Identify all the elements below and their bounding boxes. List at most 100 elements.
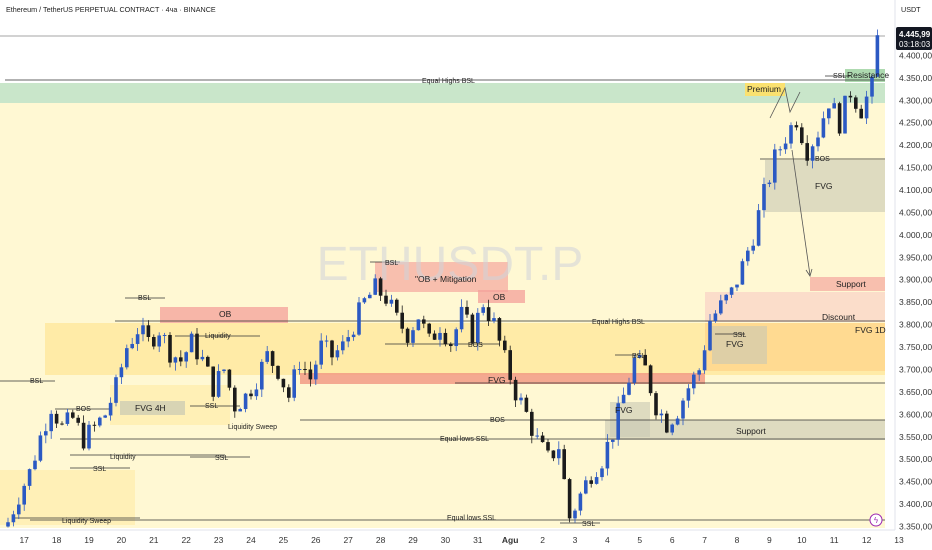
- time-tick-label: 30: [441, 535, 451, 545]
- bull-candle: [816, 137, 820, 147]
- price-tick-label: 3.650,00: [899, 387, 932, 397]
- bear-candle: [837, 103, 842, 134]
- price-axis-ticks: 3.350,00 3.400,00 3.450,00 3.500,00 3.550,00…: [899, 50, 932, 531]
- bull-candle: [6, 522, 10, 527]
- bull-candle: [594, 477, 599, 484]
- bull-candle: [632, 357, 637, 383]
- bull-candle: [314, 364, 318, 380]
- bull-candle: [135, 334, 140, 344]
- price-tick-label: 3.900,00: [899, 275, 932, 285]
- bull-candle: [184, 352, 188, 362]
- current-price-tag: 4.445,99 03:18:03: [896, 27, 932, 50]
- lightning-icon[interactable]: ϟ: [869, 513, 883, 527]
- bear-candle: [384, 295, 388, 304]
- bull-candle: [238, 409, 242, 412]
- bear-candle: [168, 334, 172, 363]
- bear-candle: [513, 379, 518, 401]
- price-tick-label: 4.300,00: [899, 95, 932, 105]
- time-tick-label: 21: [149, 535, 159, 545]
- premium-label: Premium: [747, 84, 781, 94]
- bull-candle: [670, 424, 674, 433]
- bull-candle: [368, 294, 372, 299]
- price-axis[interactable]: 3.350,00 3.400,00 3.450,00 3.500,00 3.550,00…: [894, 0, 932, 550]
- liquidity-label-1: Liquidity: [205, 333, 231, 340]
- bull-candle: [827, 108, 831, 119]
- bull-candle: [810, 146, 815, 161]
- bear-candle: [427, 323, 431, 334]
- ob-right-label: OB: [493, 292, 506, 302]
- bull-candle: [870, 76, 874, 97]
- time-tick-label: 26: [311, 535, 321, 545]
- bull-candle: [719, 300, 723, 314]
- bear-candle: [378, 278, 383, 296]
- time-tick-label: 29: [408, 535, 418, 545]
- bear-candle: [567, 479, 572, 519]
- bull-candle: [481, 307, 485, 313]
- bull-candle: [492, 318, 496, 322]
- bull-candle: [762, 184, 766, 211]
- bsl-left-label: BSL: [30, 378, 43, 385]
- bull-candle: [616, 403, 620, 440]
- bear-candle: [303, 369, 307, 371]
- time-tick-label: 18: [52, 535, 62, 545]
- fvg-4h-label: FVG 4H: [135, 403, 166, 413]
- fvg-center-label: FVG: [488, 375, 505, 385]
- bull-candle: [389, 299, 394, 304]
- time-tick-label: 11: [830, 535, 839, 545]
- bull-candle: [297, 369, 302, 371]
- bear-candle: [540, 435, 545, 443]
- bos-upper-label: BOS: [815, 156, 830, 163]
- support-upper-label: Support: [836, 279, 866, 289]
- ob-left-red-zone: [160, 307, 288, 323]
- price-tick-label: 4.400,00: [899, 50, 932, 60]
- bull-candle: [125, 348, 129, 368]
- time-tick-label: 9: [767, 535, 772, 545]
- price-tick-label: 4.350,00: [899, 73, 932, 83]
- liquidity-label-2: Liquidity: [110, 454, 136, 461]
- price-tick-label: 4.050,00: [899, 207, 932, 217]
- bull-candle: [260, 361, 264, 390]
- bull-candle: [65, 412, 70, 424]
- time-tick-label: 8: [735, 535, 740, 545]
- bull-candle: [189, 333, 194, 353]
- price-tick-label: 3.350,00: [899, 522, 932, 532]
- bull-candle: [724, 294, 728, 301]
- bull-candle: [141, 325, 145, 335]
- bear-candle: [443, 332, 448, 345]
- ssl-mid-label: SSL: [205, 403, 218, 410]
- ob-right-red-zone: [478, 290, 525, 303]
- time-tick-label: Agu: [502, 535, 519, 545]
- bos-lower-label: BOS: [490, 417, 505, 424]
- ob-mitigation-label: "OB + Mitigation: [415, 274, 477, 284]
- time-axis[interactable]: 17 18 19 20 21 22 23 24 25 26 27 28 29 30 31 Agu 2 3 4 5 6 7 8…: [0, 529, 904, 545]
- ob-left-label: OB: [219, 309, 232, 319]
- bull-candle: [773, 149, 777, 183]
- bull-candle: [362, 298, 367, 303]
- support-upper-zone: [705, 292, 885, 322]
- bear-candle: [497, 318, 502, 341]
- bull-candle: [702, 350, 707, 371]
- bull-candle: [778, 149, 782, 151]
- bull-candle: [864, 96, 869, 119]
- time-tick-label: 25: [279, 535, 289, 545]
- bear-candle: [422, 319, 426, 324]
- ob-mitigation-red-zone: [375, 262, 508, 292]
- bear-candle: [330, 340, 334, 358]
- bear-candle: [211, 366, 215, 397]
- bear-candle: [848, 95, 853, 98]
- bull-candle: [11, 514, 16, 523]
- time-tick-label: 17: [19, 535, 29, 545]
- equal-lows-ssl-label: Equal lows SSL: [440, 436, 489, 443]
- bull-candle: [411, 330, 415, 343]
- down-arrow: [791, 149, 811, 276]
- bear-candle: [146, 325, 151, 337]
- liquidity-sweep-label-2: Liquidity Sweep: [62, 518, 111, 525]
- bull-candle: [578, 493, 583, 511]
- bear-candle: [524, 397, 529, 412]
- time-tick-label: 19: [84, 535, 94, 545]
- bear-candle: [508, 350, 512, 380]
- price-tick-label: 3.700,00: [899, 364, 932, 374]
- price-tick-label: 4.100,00: [899, 185, 932, 195]
- price-tick-label: 3.600,00: [899, 409, 932, 419]
